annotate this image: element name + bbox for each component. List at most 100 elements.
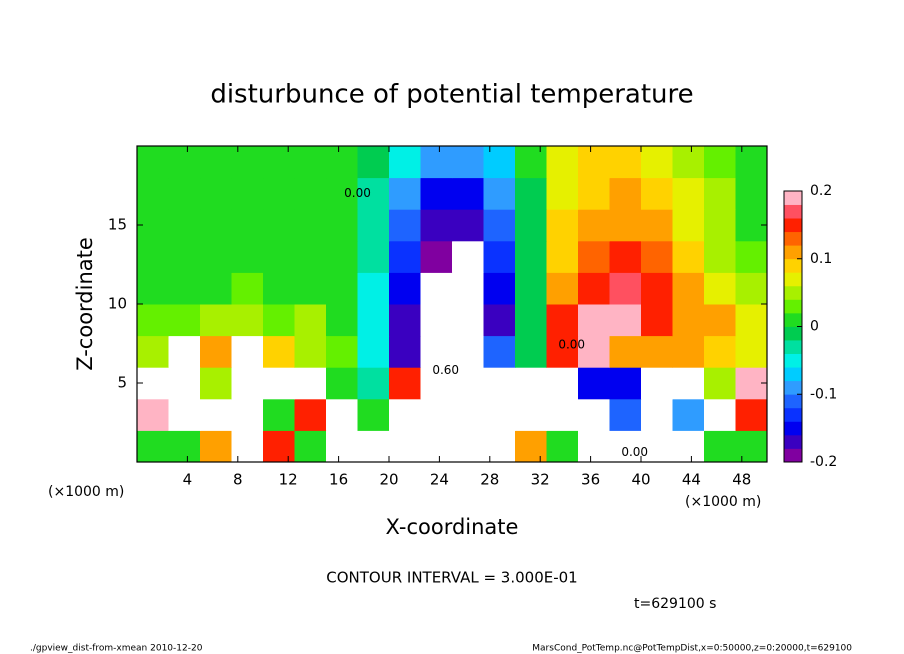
field-cell [420, 430, 453, 463]
field-cell [357, 398, 390, 431]
colorbar-band [784, 299, 802, 314]
field-cell [452, 430, 484, 463]
field-cell [326, 335, 358, 368]
x-tick-label: 36 [581, 471, 600, 489]
x-tick-label: 28 [480, 471, 499, 489]
colorbar-band [784, 353, 802, 368]
field-cell [452, 367, 484, 400]
field-cell [231, 240, 264, 273]
field-cell [735, 272, 768, 305]
field-cell [672, 335, 705, 368]
field-cell [704, 209, 736, 242]
field-cell [357, 335, 390, 368]
field-cell [294, 146, 327, 179]
y-tick-label: 5 [117, 374, 127, 392]
field-cell [609, 272, 642, 305]
field-cell [389, 240, 421, 273]
field-cell [672, 430, 705, 463]
field-cell [546, 430, 579, 463]
field-cell [609, 367, 642, 400]
field-cell [672, 367, 705, 400]
colorbar-band [784, 326, 802, 341]
field-cell [578, 272, 610, 305]
field-cell [546, 335, 579, 368]
x-tick-label: 4 [183, 471, 193, 489]
field-cell [420, 335, 453, 368]
field-cell [137, 430, 169, 463]
field-cell [672, 398, 705, 431]
field-cell [231, 177, 264, 210]
field-cell [515, 240, 547, 273]
field-cell [483, 304, 516, 337]
field-cell [704, 367, 736, 400]
x-tick-label: 40 [631, 471, 650, 489]
field-cell [420, 398, 453, 431]
colorbar-band [784, 367, 802, 382]
field-cell [641, 430, 673, 463]
field-cell [137, 146, 169, 179]
field-cell [483, 430, 516, 463]
field-cell [515, 209, 547, 242]
field-cell [389, 177, 421, 210]
field-cell [389, 367, 421, 400]
field-cell [546, 304, 579, 337]
field-cell [168, 398, 201, 431]
field-cell [263, 367, 295, 400]
field-cell [641, 177, 673, 210]
field-cell [326, 367, 358, 400]
field-cell [389, 209, 421, 242]
field-cell [483, 240, 516, 273]
field-cell [578, 367, 610, 400]
colorbar-band [784, 421, 802, 436]
field-cell [515, 367, 547, 400]
field-cell [420, 177, 453, 210]
colorbar-tick-label: 0.1 [810, 251, 832, 267]
field-cell [357, 209, 390, 242]
field-cell [357, 430, 390, 463]
field-cell [578, 177, 610, 210]
field-cell [420, 304, 453, 337]
colorbar-band [784, 434, 802, 449]
field-cell [515, 304, 547, 337]
field-cell [704, 146, 736, 179]
field-cell [200, 240, 232, 273]
field-cell [168, 240, 201, 273]
field-cell [263, 209, 295, 242]
contour-label: 0.60 [432, 363, 459, 377]
x-tick-label: 24 [430, 471, 449, 489]
field-cell [641, 335, 673, 368]
field-cell [704, 177, 736, 210]
field-cell [483, 367, 516, 400]
field-cell [168, 177, 201, 210]
x-tick-label: 48 [732, 471, 751, 489]
colorbar-tick-label: 0.2 [810, 183, 832, 199]
field-cell [515, 177, 547, 210]
field-cell [389, 335, 421, 368]
field-cell [357, 304, 390, 337]
colorbar-band [784, 218, 802, 233]
field-cell [263, 240, 295, 273]
field-cell [452, 146, 484, 179]
field-cell [263, 398, 295, 431]
field-cell [735, 398, 768, 431]
field-cell [389, 430, 421, 463]
field-cell [389, 272, 421, 305]
field-cell [515, 272, 547, 305]
field-cell [546, 398, 579, 431]
field-cell [231, 398, 264, 431]
colorbar-tick-label: -0.2 [810, 454, 837, 470]
field-cell [231, 335, 264, 368]
colorbar-band [784, 448, 802, 463]
field-cell [704, 430, 736, 463]
footer-left: ./gpview_dist-from-xmean 2010-12-20 [30, 644, 203, 654]
field-cell [735, 304, 768, 337]
field-cell [357, 146, 390, 179]
field-cell [168, 367, 201, 400]
field-cell [326, 430, 358, 463]
field-cell [200, 398, 232, 431]
field-cell [137, 335, 169, 368]
colorbar-band [784, 380, 802, 395]
field-cell [672, 240, 705, 273]
field-cell [357, 367, 390, 400]
field-cell [294, 430, 327, 463]
